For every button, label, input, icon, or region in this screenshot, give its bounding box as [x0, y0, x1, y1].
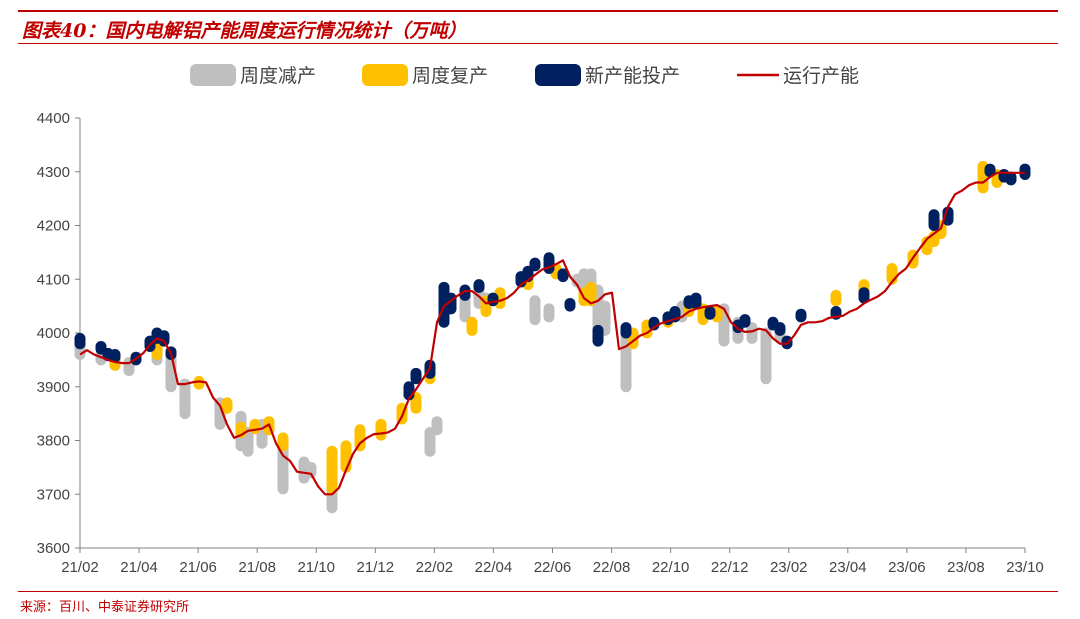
x-tick-label: 23/06	[888, 559, 926, 576]
new-capacity-series	[74, 163, 1031, 401]
title-bar: 图表40：国内电解铝产能周度运行情况统计（万吨）	[0, 0, 1060, 44]
x-tick-label: 21/12	[357, 559, 395, 576]
x-tick-label: 21/06	[179, 559, 217, 576]
y-tick-label: 4000	[37, 325, 70, 342]
chart-title: 图表40：国内电解铝产能周度运行情况统计（万吨）	[22, 20, 467, 42]
x-tick-label: 22/06	[534, 559, 572, 576]
x-tick-label: 22/04	[475, 559, 513, 576]
source-note: 来源：百川、中泰证券研究所	[20, 600, 190, 615]
title-underline	[18, 43, 1058, 44]
x-tick-label: 22/08	[593, 559, 631, 576]
x-tick-label: 21/04	[120, 559, 158, 576]
axes: 3600 3700 3800 3900 4000 4100 4200 4300 4400 21/0…	[37, 110, 1044, 576]
x-tick-label: 22/02	[416, 559, 454, 576]
legend-swatch	[362, 64, 408, 86]
legend-label: 运行产能	[783, 65, 859, 87]
legend: 周度减产 周度复产 新产能投产 运行产能	[190, 64, 859, 87]
operating-capacity-line	[79, 171, 1025, 496]
legend-swatch	[535, 64, 581, 86]
y-tick-label: 3600	[37, 540, 70, 557]
operating-capacity-series	[79, 171, 1025, 496]
legend-label: 周度复产	[412, 65, 488, 87]
x-tick-label: 21/08	[238, 559, 276, 576]
legend-label: 新产能投产	[585, 65, 680, 87]
y-tick-label: 4400	[37, 110, 70, 127]
x-tick-label: 21/02	[61, 559, 99, 576]
y-tick-label: 4300	[37, 164, 70, 181]
legend-swatch	[190, 64, 236, 86]
x-tick-label: 23/02	[770, 559, 808, 576]
x-tick-label: 22/10	[652, 559, 690, 576]
y-tick-label: 3800	[37, 433, 70, 450]
y-tick-label: 3900	[37, 379, 70, 396]
y-tick-label: 3700	[37, 486, 70, 503]
legend-label: 周度减产	[240, 65, 316, 87]
x-tick-label: 23/10	[1006, 559, 1044, 576]
x-tick-label: 23/04	[829, 559, 867, 576]
source-rule	[18, 591, 1058, 592]
y-tick-label: 4200	[37, 218, 70, 235]
x-tick-label: 23/08	[947, 559, 985, 576]
title-top-rule	[18, 10, 1058, 12]
x-tick-label: 21/10	[297, 559, 335, 576]
x-tick-label: 22/12	[711, 559, 749, 576]
y-tick-label: 4100	[37, 271, 70, 288]
